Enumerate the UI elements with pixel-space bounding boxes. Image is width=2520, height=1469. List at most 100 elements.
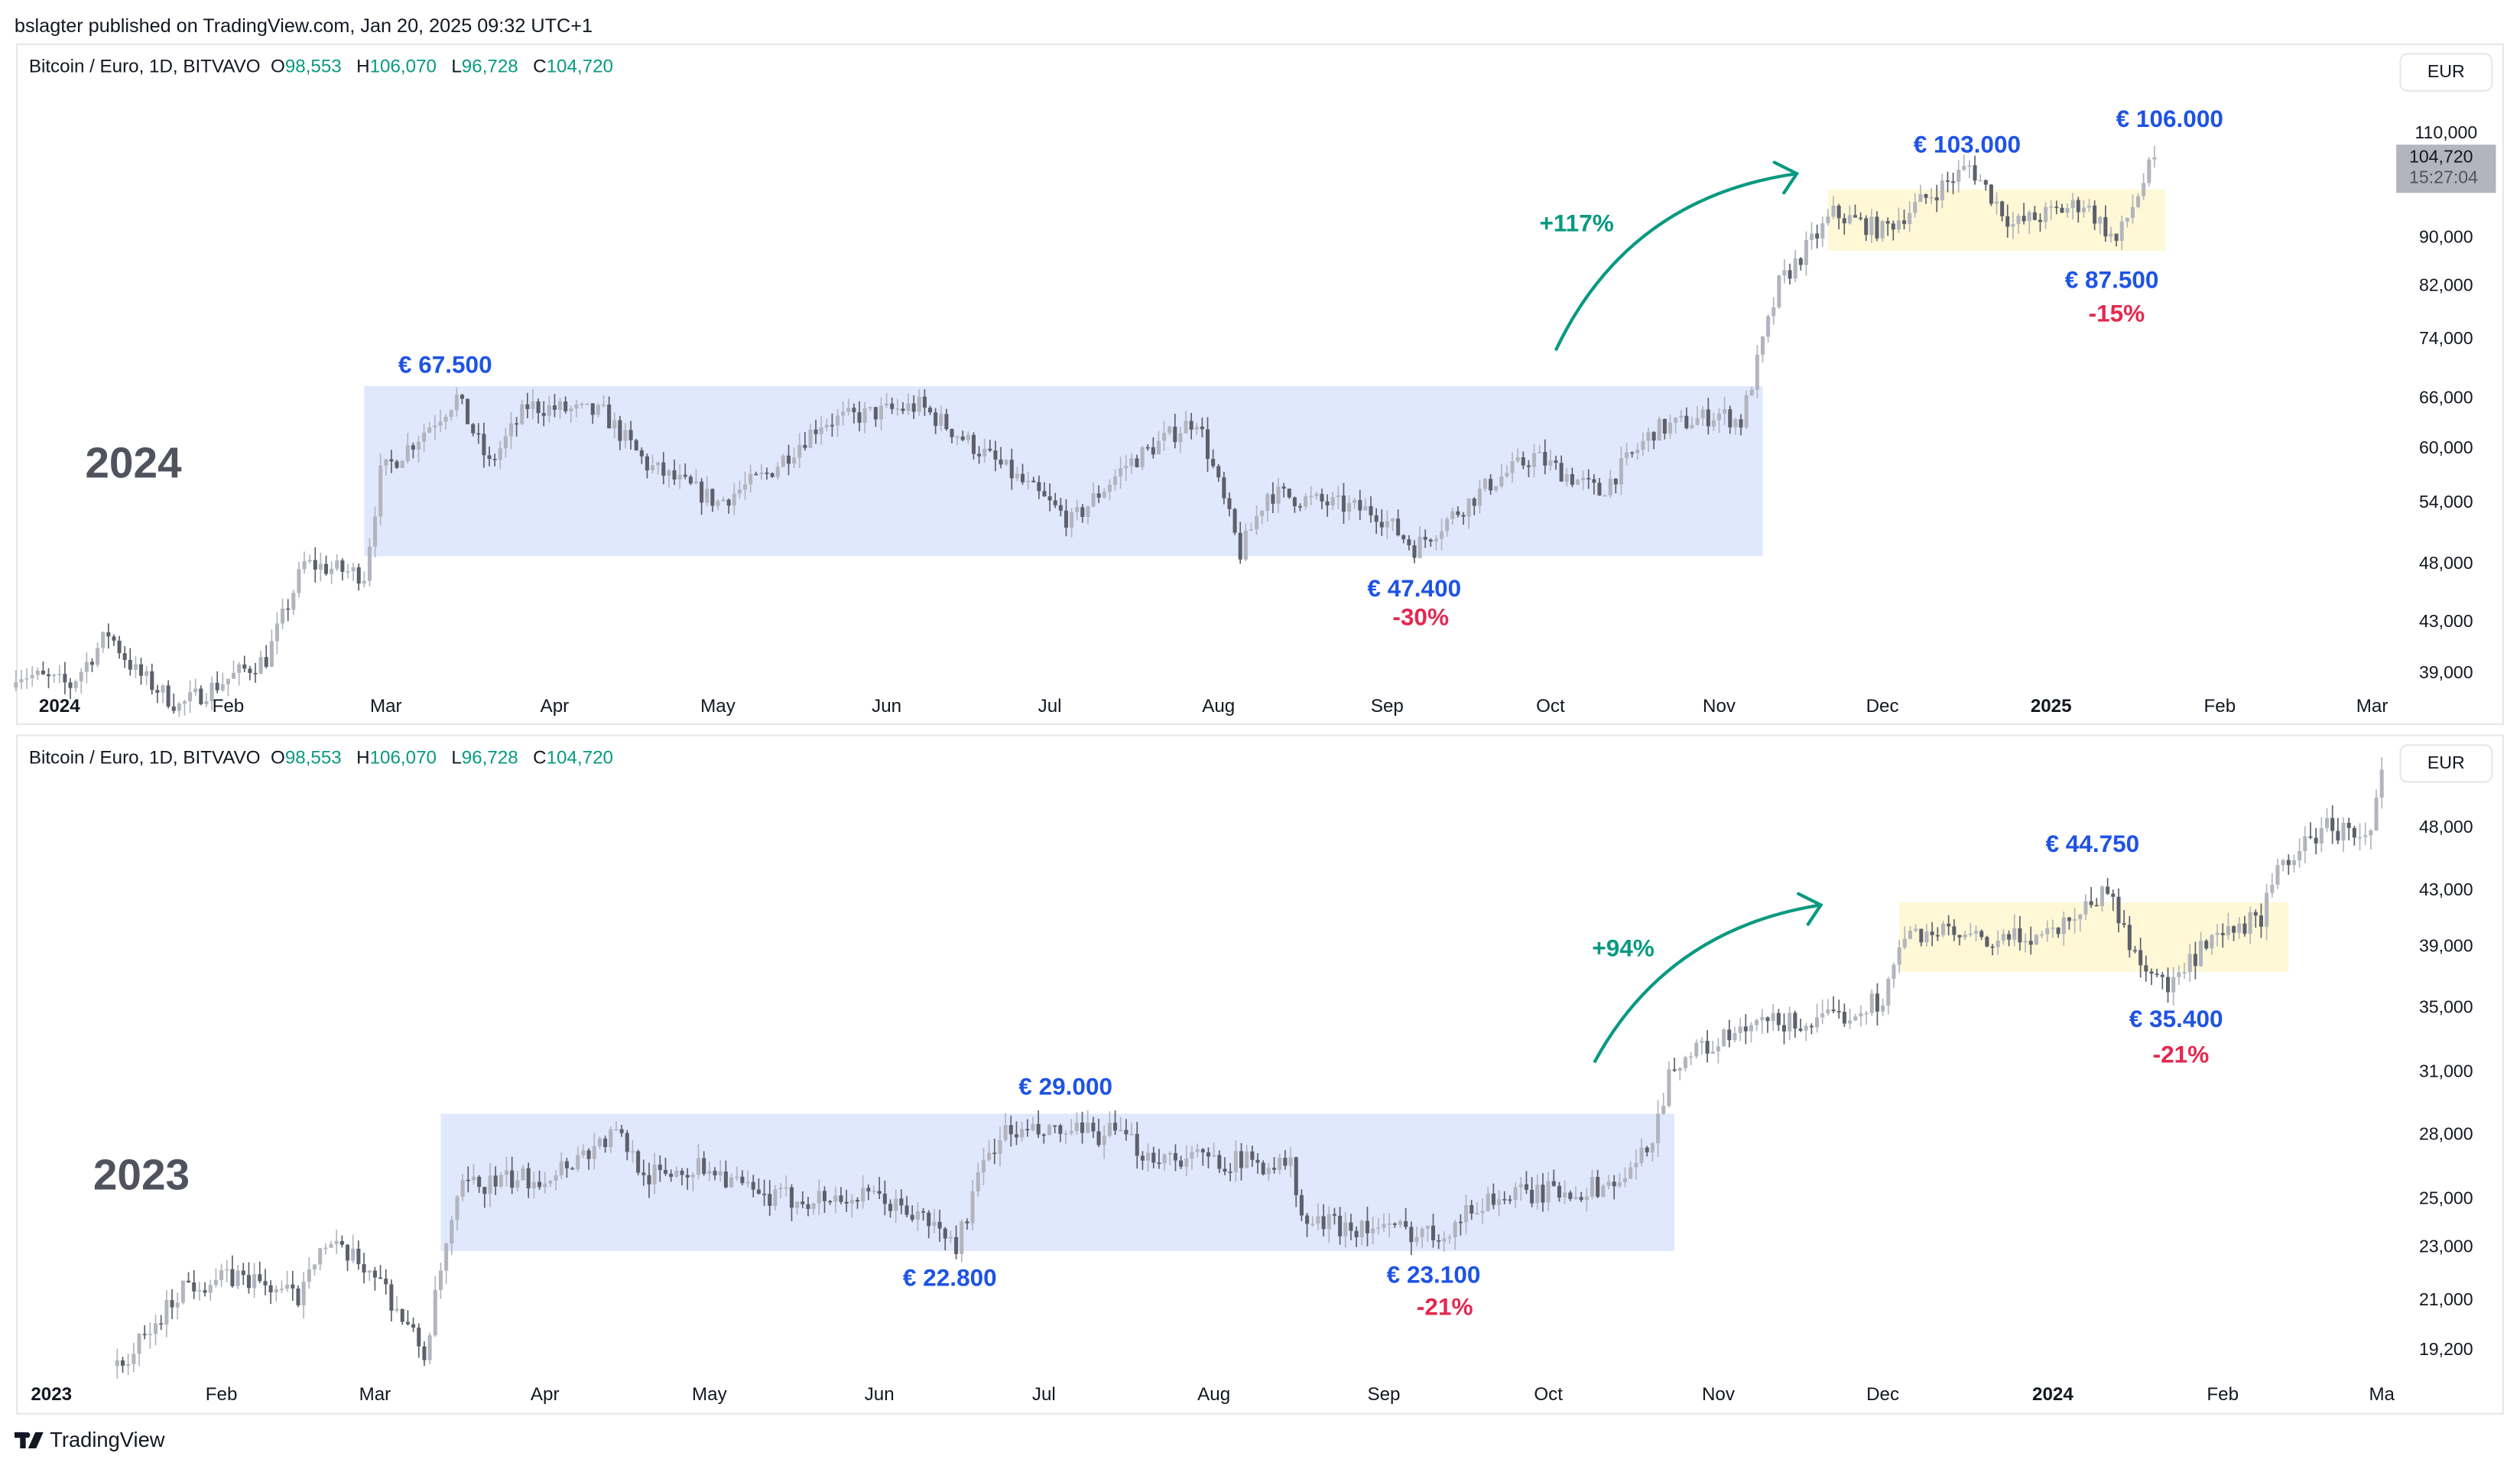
candle bbox=[1245, 1151, 1249, 1168]
candle bbox=[466, 398, 470, 424]
candle bbox=[966, 434, 970, 440]
candle bbox=[1717, 413, 1722, 421]
candle bbox=[1167, 426, 1172, 434]
candle bbox=[1848, 1020, 1853, 1024]
candle bbox=[84, 661, 89, 672]
candle bbox=[208, 1285, 213, 1293]
candle bbox=[685, 1175, 690, 1178]
candle bbox=[438, 1270, 443, 1290]
chart-panel-2024[interactable]: Bitcoin / Euro, 1D, BITVAVO O98,553 H106… bbox=[16, 43, 2504, 726]
candle bbox=[1781, 1025, 1787, 1032]
last-price: 104,720 bbox=[2408, 148, 2473, 167]
candle bbox=[154, 1323, 158, 1334]
candle bbox=[335, 560, 339, 569]
candle bbox=[1382, 1224, 1386, 1228]
time-tick-label: Mar bbox=[2356, 696, 2388, 717]
candle bbox=[1513, 1187, 1518, 1201]
candle bbox=[242, 665, 247, 669]
candle bbox=[1612, 1181, 1616, 1187]
candle bbox=[1379, 522, 1384, 528]
tradingview-logo[interactable]: TradingView bbox=[14, 1428, 165, 1451]
candle bbox=[899, 1198, 904, 1206]
candle bbox=[1700, 1041, 1704, 1043]
candle bbox=[73, 681, 78, 688]
candle bbox=[1074, 1122, 1079, 1132]
candle bbox=[389, 1284, 394, 1311]
price-tick-label: 28,000 bbox=[2419, 1123, 2473, 1143]
candle bbox=[197, 1290, 202, 1292]
currency-button[interactable]: EUR bbox=[2399, 53, 2493, 92]
candle bbox=[1945, 180, 1950, 182]
candle bbox=[2259, 915, 2263, 927]
candle bbox=[2152, 157, 2157, 160]
price-tick-label: 25,000 bbox=[2419, 1188, 2473, 1207]
candle bbox=[609, 1129, 613, 1148]
candle bbox=[1859, 1012, 1863, 1017]
candle bbox=[57, 674, 62, 675]
candle bbox=[2114, 233, 2119, 241]
trend-arrow bbox=[1554, 171, 1797, 352]
candle bbox=[614, 1129, 619, 1131]
candle bbox=[1058, 505, 1063, 511]
candle bbox=[1179, 1160, 1184, 1167]
candle bbox=[581, 1150, 586, 1155]
candle bbox=[258, 1274, 262, 1282]
candle bbox=[1559, 463, 1564, 482]
candle bbox=[2319, 828, 2324, 843]
candle bbox=[800, 1201, 805, 1204]
candle bbox=[252, 1274, 257, 1289]
candle bbox=[323, 1247, 328, 1250]
candle bbox=[927, 1212, 931, 1227]
candle bbox=[19, 679, 24, 683]
open-value: 98,553 bbox=[284, 57, 342, 77]
candle bbox=[2270, 884, 2275, 893]
candle bbox=[636, 1151, 641, 1173]
candle bbox=[1908, 931, 1912, 939]
candle bbox=[2040, 934, 2044, 936]
candle bbox=[822, 1191, 826, 1201]
chart-panel-2023[interactable]: Bitcoin / Euro, 1D, BITVAVO O98,553 H106… bbox=[16, 734, 2504, 1415]
candle bbox=[1722, 1029, 1726, 1047]
candle bbox=[2242, 923, 2247, 934]
candle bbox=[1809, 1025, 1814, 1028]
candle bbox=[1347, 502, 1352, 512]
candle bbox=[1924, 193, 1928, 198]
candle bbox=[1886, 979, 1891, 1006]
candle bbox=[1371, 1228, 1375, 1233]
candle bbox=[1979, 931, 1984, 938]
candle bbox=[503, 436, 508, 449]
candle bbox=[148, 1334, 152, 1336]
candle bbox=[1940, 923, 1946, 935]
candle bbox=[2136, 196, 2141, 207]
candle bbox=[1530, 1189, 1534, 1204]
candle bbox=[1228, 1172, 1232, 1173]
candle bbox=[1086, 506, 1090, 517]
candle bbox=[888, 1204, 893, 1211]
candle bbox=[1563, 1192, 1567, 1198]
candle bbox=[1206, 1152, 1211, 1157]
candle bbox=[2147, 159, 2151, 184]
candle bbox=[1003, 1125, 1008, 1141]
candle bbox=[237, 665, 242, 673]
candle bbox=[819, 427, 823, 434]
consolidation-low-label: € 35.400 bbox=[2129, 1006, 2223, 1034]
candle bbox=[269, 641, 274, 667]
candle bbox=[1472, 498, 1476, 506]
candle bbox=[1412, 545, 1417, 558]
drawdown-label: -21% bbox=[1416, 1294, 1473, 1321]
candle bbox=[999, 459, 1003, 465]
candle bbox=[1892, 964, 1896, 980]
candle bbox=[716, 501, 720, 506]
candle bbox=[1919, 928, 1924, 943]
candle bbox=[743, 484, 748, 490]
candle bbox=[2054, 206, 2059, 208]
candle bbox=[987, 1152, 992, 1160]
candle bbox=[1902, 938, 1907, 947]
candle bbox=[1445, 518, 1450, 531]
open-value: 98,553 bbox=[284, 749, 342, 769]
candle bbox=[215, 682, 219, 691]
currency-button[interactable]: EUR bbox=[2399, 744, 2493, 783]
candle bbox=[1962, 165, 1966, 171]
candle bbox=[204, 701, 209, 704]
candle bbox=[1086, 1123, 1090, 1133]
